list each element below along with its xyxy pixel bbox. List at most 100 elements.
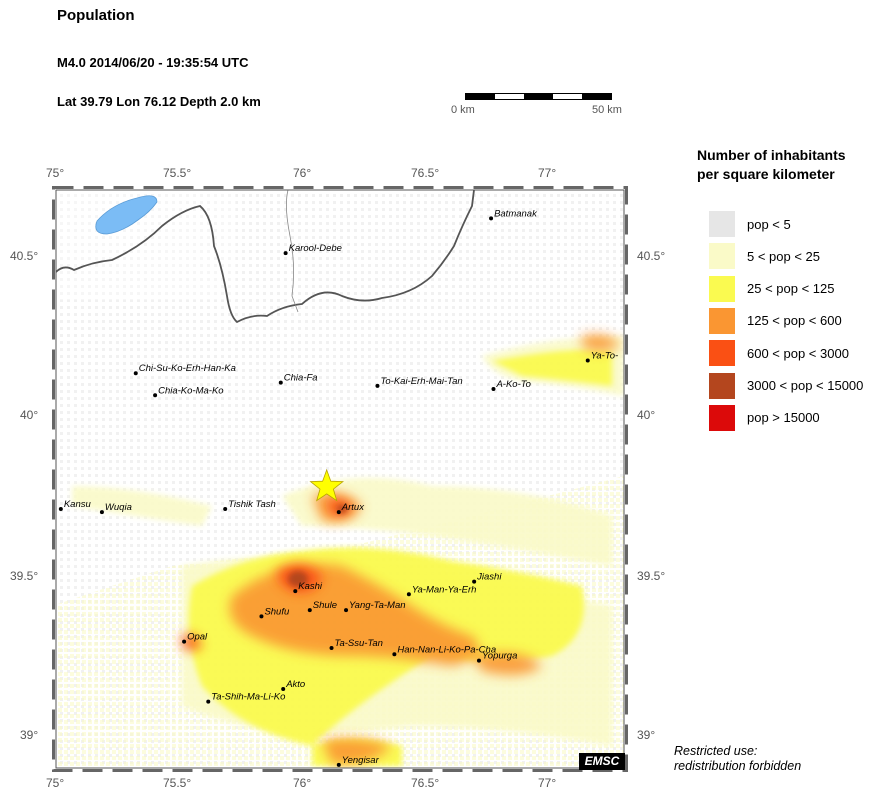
x-tick-label: 76° [293, 776, 312, 790]
x-tick-label: 77° [538, 776, 557, 790]
legend-swatch [709, 307, 735, 334]
city-layer: Batmanak Karool-Debe Chi-Su-Ko-Erh-Han-Ka C… [58, 208, 618, 767]
city-marker: Yopurga [476, 651, 517, 663]
city-label: Shufu [264, 606, 290, 617]
city-label: Ta-Shih-Ma-Li-Ko [211, 692, 285, 703]
star-icon [309, 468, 345, 502]
scale-right-label: 50 km [592, 104, 622, 116]
city-label: Batmanak [494, 208, 538, 219]
scale-bar [465, 93, 612, 100]
legend-title-line1: Number of inhabitants [697, 147, 846, 163]
city-dot [406, 592, 411, 597]
city-label: Ya-To- [591, 351, 618, 362]
city-marker: Ya-Man-Ya-Erh [406, 584, 476, 597]
y-tick-label: 40° [20, 408, 39, 422]
y-tick-label: 39° [637, 728, 656, 742]
city-marker: Akto [281, 679, 305, 692]
city-dot [491, 386, 496, 391]
city-label: Han-Nan-Li-Ko-Pa-Cha [397, 644, 496, 655]
population-density-layer [56, 190, 624, 768]
event-info: M4.0 2014/06/20 - 19:35:54 UTC [57, 55, 249, 70]
x-tick-label: 75° [46, 776, 65, 790]
city-label: Shule [313, 600, 337, 611]
usage-note: Restricted use: redistribution forbidden [674, 744, 801, 774]
x-tick-label: 77° [538, 166, 557, 180]
city-dot [307, 608, 312, 613]
legend-swatch [709, 275, 735, 302]
city-marker: Shule [307, 600, 337, 613]
y-tick-label: 40.5° [10, 249, 39, 263]
city-marker: Han-Nan-Li-Ko-Pa-Cha [392, 644, 496, 657]
legend-label: pop < 5 [747, 216, 791, 232]
legend-swatch [709, 211, 735, 237]
city-marker: Shufu [259, 606, 290, 619]
city-marker: Chia-Ko-Ma-Ko [153, 385, 224, 398]
legend-label: 125 < pop < 600 [747, 313, 842, 329]
city-dot [58, 507, 63, 512]
x-tick-label: 75° [46, 166, 65, 180]
city-marker: A-Ko-To [491, 379, 531, 391]
city-marker: Ta-Shih-Ma-Li-Ko [206, 692, 285, 704]
y-tick-label: 39.5° [637, 569, 666, 583]
y-tick-label: 40° [637, 408, 656, 422]
city-dot [336, 510, 341, 515]
city-marker: Yengisar [336, 755, 380, 767]
city-dot [344, 608, 349, 613]
y-tick-label: 39° [20, 728, 39, 742]
city-label: Opal [187, 632, 208, 643]
x-tick-label: 76° [293, 166, 312, 180]
epicenter-layer [309, 468, 345, 502]
population-map[interactable]: Batmanak Karool-Debe Chi-Su-Ko-Erh-Han-Ka C… [52, 186, 628, 772]
city-label: Ta-Ssu-Tan [335, 638, 383, 649]
city-dot [206, 699, 211, 704]
city-label: Yopurga [482, 651, 517, 662]
city-label: Wuqia [105, 502, 132, 513]
city-label: Kansu [64, 499, 92, 510]
city-dot [99, 510, 104, 515]
city-dot [375, 383, 380, 388]
y-tick-label: 39.5° [10, 569, 39, 583]
legend-item: pop > 15000 [709, 404, 820, 431]
city-marker: Tishik Tash [223, 499, 276, 512]
legend-item: 600 < pop < 3000 [709, 340, 849, 367]
lake [95, 195, 158, 235]
city-dot [182, 639, 187, 644]
usage-note-line2: redistribution forbidden [674, 759, 802, 773]
city-dot [223, 507, 228, 512]
legend-swatch [709, 404, 735, 431]
city-marker: Yang-Ta-Man [344, 600, 406, 613]
y-tick-label: 40.5° [637, 249, 666, 263]
map-frame [55, 189, 625, 769]
city-dot [153, 393, 158, 398]
scale-left-label: 0 km [451, 104, 475, 116]
city-marker: Kashi [293, 581, 323, 594]
x-tick-label: 76.5° [411, 776, 440, 790]
city-label: Jiashi [476, 572, 502, 583]
legend-item: 3000 < pop < 15000 [709, 372, 863, 399]
legend-title: Number of inhabitants per square kilomet… [697, 146, 872, 184]
city-label: Chia-Fa [284, 373, 318, 384]
city-dot [472, 579, 477, 584]
legend-label: 5 < pop < 25 [747, 248, 821, 264]
city-marker: To-Kai-Erh-Mai-Tan [375, 376, 463, 388]
city-marker: Batmanak [489, 208, 538, 221]
event-coordinates: Lat 39.79 Lon 76.12 Depth 2.0 km [57, 94, 261, 109]
legend-item: 5 < pop < 25 [709, 243, 821, 270]
city-label: Yang-Ta-Man [349, 600, 406, 611]
legend-label: pop > 15000 [747, 410, 820, 426]
city-marker: Kansu [58, 499, 92, 512]
city-dot [281, 687, 286, 692]
city-label: Kashi [298, 581, 323, 592]
city-label: A-Ko-To [495, 379, 530, 390]
city-marker: Opal [182, 632, 208, 644]
city-dot [133, 371, 138, 376]
map-title: Population [57, 7, 135, 24]
city-marker: Wuqia [99, 502, 132, 515]
city-marker: Chi-Su-Ko-Erh-Han-Ka [133, 363, 236, 376]
legend-title-line2: per square kilometer [697, 166, 835, 182]
city-marker: Ta-Ssu-Tan [329, 638, 383, 650]
city-dot [476, 658, 481, 663]
legend-label: 600 < pop < 3000 [747, 345, 849, 361]
city-dot [336, 762, 341, 767]
city-dot [293, 589, 298, 594]
